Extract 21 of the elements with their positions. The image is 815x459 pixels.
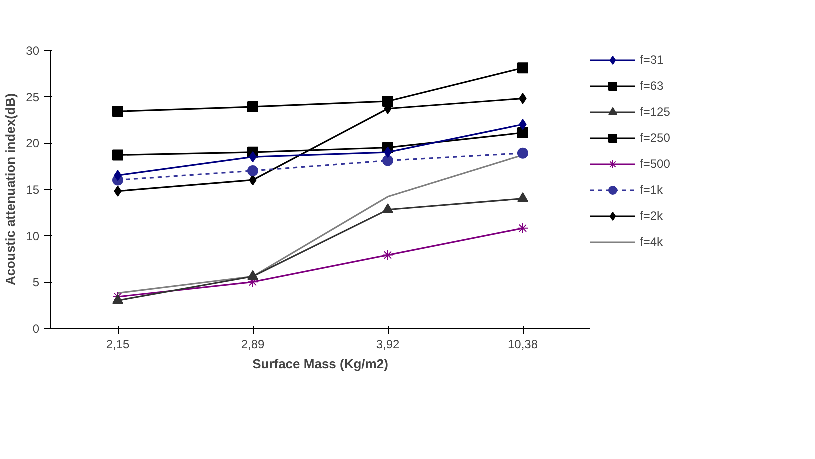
y-tick-label: 10 bbox=[26, 229, 40, 244]
legend-label: f=31 bbox=[640, 53, 664, 67]
y-tick-label: 0 bbox=[32, 322, 40, 336]
legend-label: f=250 bbox=[640, 131, 670, 145]
legend-label: f=63 bbox=[640, 79, 664, 93]
y-axis-title: Acoustic attenuation index(dB) bbox=[3, 93, 18, 286]
x-tick-label: 2,15 bbox=[106, 338, 130, 352]
y-tick-label: 15 bbox=[26, 183, 40, 197]
legend-label: f=500 bbox=[640, 157, 670, 171]
legend-label: f=4k bbox=[640, 235, 664, 249]
legend-label: f=125 bbox=[640, 105, 670, 119]
legend-label: f=1k bbox=[640, 183, 664, 197]
x-tick-label: 10,38 bbox=[508, 338, 538, 352]
y-tick-label: 30 bbox=[26, 44, 40, 58]
x-axis-title: Surface Mass (Kg/m2) bbox=[252, 356, 388, 372]
y-tick-label: 20 bbox=[26, 136, 40, 151]
y-tick-label: 25 bbox=[26, 90, 40, 104]
legend-label: f=2k bbox=[640, 209, 664, 223]
x-tick-label: 2,89 bbox=[241, 338, 266, 352]
y-tick-label: 5 bbox=[32, 276, 40, 290]
x-tick-label: 3,92 bbox=[376, 338, 400, 352]
